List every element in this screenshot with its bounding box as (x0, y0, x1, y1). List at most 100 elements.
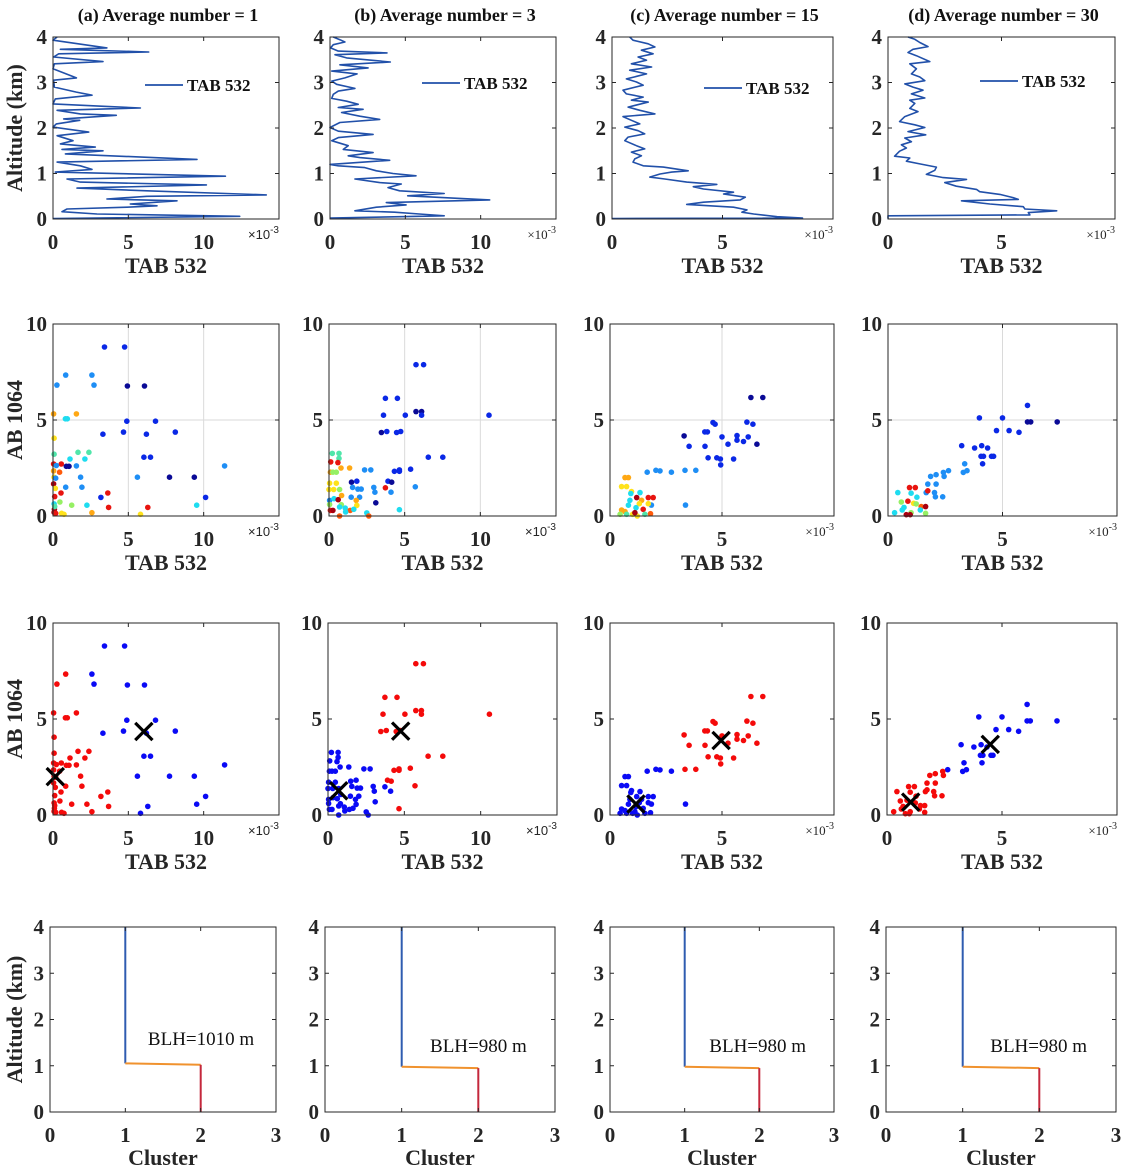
x-tick-label: 3 (829, 1123, 840, 1147)
scatter-point (397, 428, 404, 435)
legend: TAB 532 (704, 79, 809, 98)
blh-annotation: BLH=980 m (990, 1036, 1087, 1057)
cluster-point (754, 740, 760, 746)
cluster-point (657, 767, 663, 773)
cluster-point (921, 802, 928, 809)
x-axis-label: TAB 532 (125, 550, 207, 575)
scatter-point (68, 502, 75, 509)
cluster-point (62, 671, 69, 677)
scatter-point (53, 462, 60, 469)
cluster-point (940, 772, 947, 779)
y-tick-label: 4 (309, 915, 320, 939)
cluster-point (618, 782, 625, 789)
x-axis-label: Cluster (128, 1145, 198, 1169)
scatter-point (717, 462, 724, 468)
scatter-point (382, 485, 389, 491)
cluster-point (346, 764, 352, 770)
x-axis-multiplier: ×10-3 (805, 821, 834, 838)
cluster-point (704, 728, 711, 734)
x-axis-multiplier: ×10-3 (1088, 522, 1117, 539)
scatter-point (668, 469, 675, 476)
cluster-point (1015, 728, 1022, 735)
centroid-marker (390, 721, 411, 741)
cluster-point (394, 694, 400, 701)
x-tick-label: 0 (882, 826, 893, 850)
cluster-point (82, 755, 88, 761)
cluster-point (172, 728, 179, 734)
cluster-point (202, 793, 209, 800)
x-axis-label: Cluster (687, 1145, 757, 1169)
scatter-point (64, 416, 71, 422)
scatter-point (105, 504, 112, 511)
scatter-point (86, 449, 92, 456)
cluster-point (418, 711, 425, 717)
cluster-profile-segment (125, 1062, 201, 1066)
scatter-point (349, 484, 356, 491)
y-tick-label: 4 (596, 25, 607, 49)
panel-d-tab532-profile: 0 5 0 1 2 3 4 ×10-3 TAB 532 (d) Average number = … (872, 5, 1116, 278)
cluster-point (907, 789, 913, 795)
cluster-point (717, 755, 724, 761)
scatter-point (931, 489, 938, 496)
y-axis-label: AB 1064 (2, 380, 27, 460)
y-tick-label: 5 (594, 707, 605, 731)
scatter-point (413, 408, 419, 415)
y-tick-label: 2 (314, 116, 325, 140)
cluster-point (682, 801, 689, 807)
scatter-point (704, 429, 711, 435)
cluster-point (347, 793, 354, 799)
scatter-point (907, 511, 913, 518)
cluster-point (124, 717, 130, 723)
scatter-point (336, 455, 342, 462)
scatter-point (330, 486, 337, 493)
scatter-point (1006, 427, 1012, 434)
x-multiplier-exponent: -3 (548, 225, 556, 236)
cluster-point (328, 749, 335, 756)
scatter-point (645, 500, 652, 507)
scatter-point (384, 428, 390, 435)
x-tick-label: 1 (957, 1123, 968, 1147)
cluster-point (98, 793, 104, 800)
scatter-point (719, 434, 725, 440)
y-tick-label: 10 (26, 611, 47, 635)
scatter-point (913, 501, 919, 507)
cluster-point (999, 714, 1005, 720)
cluster-point (717, 761, 724, 767)
scatter-point (358, 486, 365, 492)
scatter-point (906, 484, 913, 491)
y-tick-label: 5 (872, 408, 883, 432)
panel-title: (d) Average number = 30 (908, 5, 1099, 26)
scatter-point (939, 494, 946, 500)
axes-box (49, 926, 277, 1113)
scatter-point (335, 459, 341, 466)
cluster-point (682, 766, 688, 773)
cluster-point (361, 766, 367, 772)
panel-b-tab532-profile: 0 5 10 0 1 2 3 4 ×10-3 TAB 532 (b) Average number … (314, 5, 557, 278)
x-multiplier-exponent: -3 (270, 821, 279, 832)
scatter-point (354, 478, 360, 485)
scatter-point (990, 453, 997, 460)
cluster-point (347, 778, 354, 784)
scatter-point (712, 421, 718, 428)
cluster-point (334, 795, 341, 802)
cluster-point (971, 744, 977, 750)
scatter-point (145, 504, 151, 511)
y-tick-label: 5 (37, 707, 48, 731)
scatter-point (52, 510, 59, 517)
y-tick-label: 2 (594, 1008, 605, 1032)
cluster-point (932, 780, 939, 786)
scatter-point (899, 507, 905, 513)
cluster-point (744, 718, 750, 724)
x-tick-label: 5 (717, 527, 728, 551)
y-tick-label: 0 (872, 504, 883, 528)
cluster-point (668, 768, 675, 774)
legend: TAB 532 (980, 72, 1085, 91)
cluster-point (101, 643, 108, 649)
scatter-point (650, 494, 656, 501)
cluster-point (890, 808, 897, 815)
cluster-point (134, 773, 141, 779)
cluster-point (54, 681, 60, 687)
x-multiplier-base: ×10 (805, 823, 825, 838)
y-tick-label: 2 (34, 1008, 45, 1032)
cluster-point (121, 643, 128, 649)
